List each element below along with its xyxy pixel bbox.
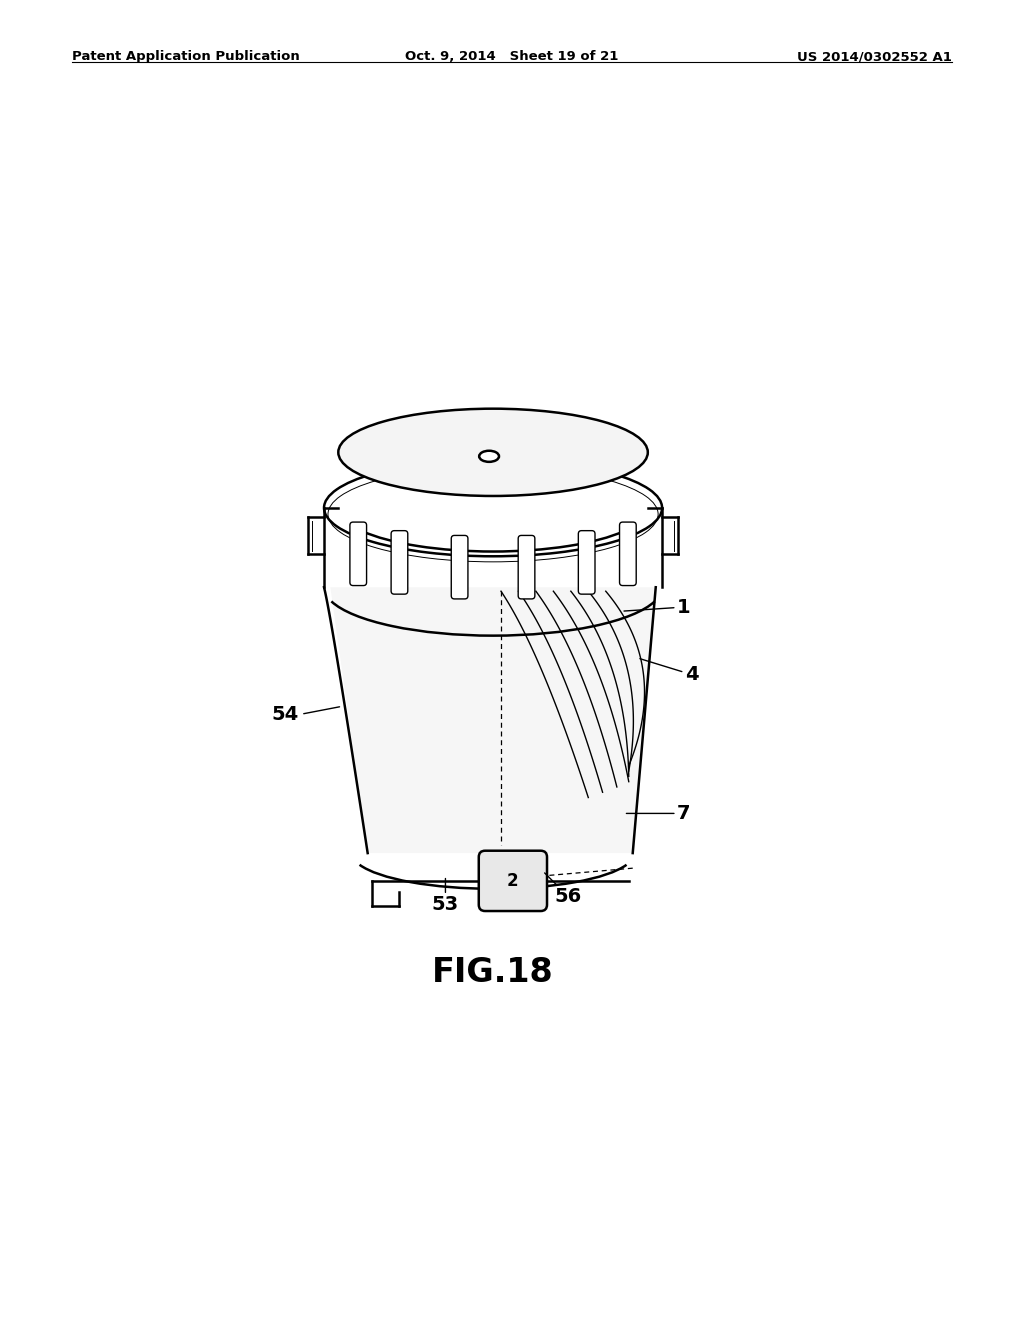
Text: FIG.18: FIG.18 [432, 956, 554, 989]
FancyBboxPatch shape [350, 523, 367, 586]
FancyBboxPatch shape [518, 536, 535, 599]
FancyBboxPatch shape [391, 531, 408, 594]
Ellipse shape [479, 450, 499, 462]
Text: Oct. 9, 2014   Sheet 19 of 21: Oct. 9, 2014 Sheet 19 of 21 [406, 50, 618, 63]
Text: 54: 54 [271, 705, 299, 723]
Ellipse shape [338, 409, 648, 496]
Text: 56: 56 [545, 873, 582, 907]
Polygon shape [331, 587, 655, 853]
Text: 7: 7 [627, 804, 690, 822]
Text: 2: 2 [507, 873, 519, 890]
FancyBboxPatch shape [620, 523, 636, 586]
Text: 4: 4 [640, 659, 698, 684]
Text: 53: 53 [432, 879, 459, 915]
Text: US 2014/0302552 A1: US 2014/0302552 A1 [798, 50, 952, 63]
Text: 1: 1 [624, 598, 690, 616]
FancyBboxPatch shape [579, 531, 595, 594]
FancyBboxPatch shape [452, 536, 468, 599]
Text: Patent Application Publication: Patent Application Publication [72, 50, 299, 63]
FancyBboxPatch shape [479, 850, 547, 911]
